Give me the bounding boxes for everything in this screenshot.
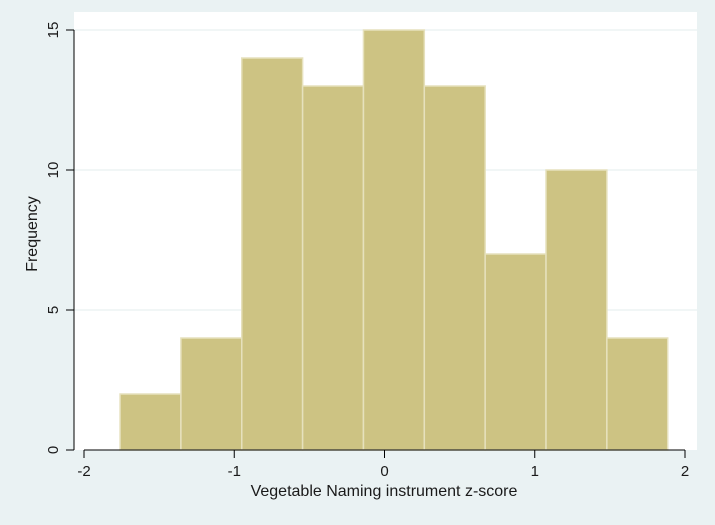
- histogram-bar: [545, 169, 608, 451]
- histogram-bar: [606, 337, 669, 451]
- x-tick-label: 2: [681, 463, 689, 480]
- x-axis-label: Vegetable Naming instrument z-score: [251, 483, 518, 500]
- ticks-layer: 0 5 10 15 -2 -1 0 1 2: [45, 22, 689, 480]
- x-tick-label: 1: [531, 463, 539, 480]
- histogram-bar: [423, 85, 486, 451]
- histogram-bar: [180, 337, 243, 451]
- histogram-bar: [119, 393, 182, 451]
- y-axis-label: Frequency: [24, 196, 41, 272]
- x-tick-label: -2: [77, 463, 90, 480]
- histogram-bar: [362, 29, 426, 451]
- x-tick-label: 0: [380, 463, 388, 480]
- y-tick-label: 10: [45, 162, 62, 179]
- histogram-bar: [484, 253, 547, 451]
- histogram-bar: [301, 85, 365, 451]
- y-tick-label: 0: [45, 446, 62, 454]
- x-tick-label: -1: [228, 463, 241, 480]
- y-tick-label: 5: [45, 306, 62, 314]
- bars-layer: [119, 29, 669, 451]
- histogram-bar: [241, 57, 304, 451]
- y-tick-label: 15: [45, 22, 62, 39]
